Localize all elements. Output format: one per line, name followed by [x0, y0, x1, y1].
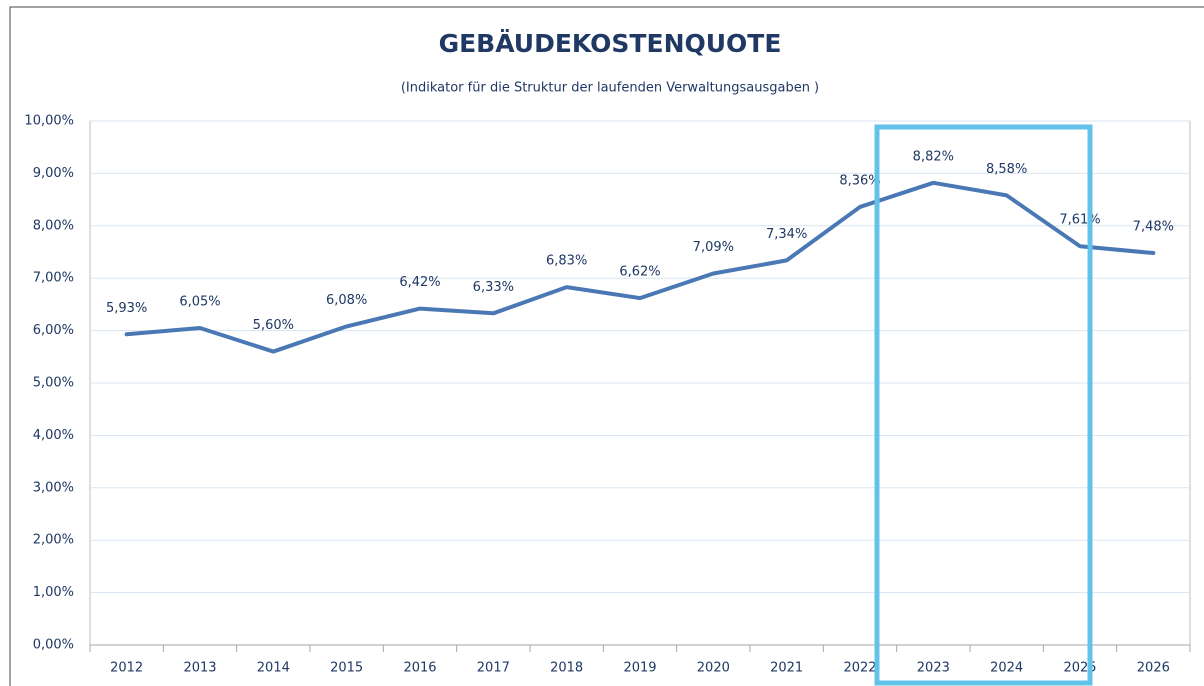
data-label: 7,34%: [766, 227, 807, 242]
x-tick-label: 2022: [843, 661, 876, 676]
x-tick-label: 2016: [403, 661, 436, 676]
x-tick-label: 2013: [183, 661, 216, 676]
x-tick-label: 2019: [623, 661, 656, 676]
x-tick-label: 2014: [257, 661, 290, 676]
data-label: 6,83%: [546, 254, 587, 269]
y-tick-label: 6,00%: [33, 323, 74, 338]
x-tick-label: 2018: [550, 661, 583, 676]
x-tick-label: 2012: [110, 661, 143, 676]
x-tick-label: 2020: [697, 661, 730, 676]
data-label: 6,05%: [179, 294, 220, 309]
data-label: 6,08%: [326, 293, 367, 308]
data-label: 5,60%: [253, 318, 294, 333]
data-label: 5,93%: [106, 301, 147, 316]
y-tick-label: 7,00%: [33, 271, 74, 286]
line: [124, 180, 1156, 354]
data-label: 8,36%: [839, 173, 880, 188]
x-tick-label: 2017: [477, 661, 510, 676]
data-label: 6,42%: [399, 275, 440, 290]
plot-area: 0,00% 1,00% 2,00% 3,00% 4,00% 5,00% 6,00% 7,00%…: [24, 114, 1191, 676]
x-tick-label: 2021: [770, 661, 803, 676]
x-tick-label: 2015: [330, 661, 363, 676]
data-label: 7,09%: [693, 240, 734, 255]
data-label: 7,61%: [1059, 213, 1100, 228]
y-tick-label: 4,00%: [33, 428, 74, 443]
chart-frame: [9, 6, 1204, 686]
x-tick-label: 2023: [917, 661, 950, 676]
data-label: 7,48%: [1133, 220, 1174, 235]
y-tick-label: 0,00%: [33, 638, 74, 653]
y-tick-label: 1,00%: [33, 585, 74, 600]
y-tick-label: 8,00%: [33, 218, 74, 233]
y-tick-label: 10,00%: [24, 114, 74, 129]
x-tick-label: 2026: [1137, 661, 1170, 676]
data-label: 8,82%: [913, 149, 954, 164]
y-tick-label: 2,00%: [33, 533, 74, 548]
y-tick-label: 9,00%: [33, 166, 74, 181]
chart-subtitle: (Indikator für die Struktur der laufende…: [401, 81, 819, 96]
data-label: 8,58%: [986, 162, 1027, 177]
chart-title: GEBÄUDEKOSTENQUOTE: [439, 28, 782, 58]
x-tick-label: 2024: [990, 661, 1023, 676]
data-label: 6,62%: [619, 265, 660, 280]
y-tick-label: 5,00%: [33, 376, 74, 391]
data-label: 6,33%: [473, 280, 514, 295]
highlight-box: [874, 124, 1093, 686]
y-tick-label: 3,00%: [33, 480, 74, 495]
